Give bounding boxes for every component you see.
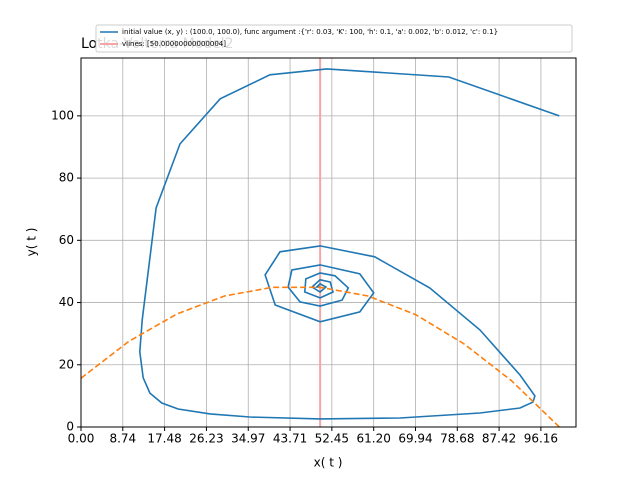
x-tick-label: 78.68 (440, 432, 474, 446)
y-tick-label: 60 (59, 233, 74, 247)
legend-label: vlines: [50.00000000000004] (122, 40, 226, 48)
x-tick-label: 52.45 (315, 432, 349, 446)
y-tick-label: 80 (59, 171, 74, 185)
legend-box (95, 24, 573, 53)
y-tick-label: 100 (51, 108, 74, 122)
x-tick-label: 61.20 (357, 432, 391, 446)
x-tick-label: 96.16 (524, 432, 558, 446)
y-tick-label: 40 (59, 295, 74, 309)
x-tick-label: 69.94 (398, 432, 432, 446)
x-tick-label: 43.71 (273, 432, 307, 446)
series-line (80, 286, 560, 428)
plot-frame (80, 57, 577, 428)
x-tick-label: 0.00 (68, 432, 95, 446)
y-tick-label: 0 (66, 420, 74, 434)
x-tick-label: 17.48 (147, 432, 181, 446)
x-tick-label: 8.74 (109, 432, 136, 446)
series-line (138, 68, 560, 420)
x-tick-label: 87.42 (482, 432, 516, 446)
y-axis-label: y( t ) (25, 228, 39, 257)
x-axis-label: x( t ) (314, 456, 343, 470)
legend-label: initial value (x, y) : (100.0, 100.0), f… (122, 28, 498, 36)
y-tick-label: 20 (59, 357, 74, 371)
x-tick-label: 34.97 (231, 432, 265, 446)
x-tick-label: 26.23 (189, 432, 223, 446)
